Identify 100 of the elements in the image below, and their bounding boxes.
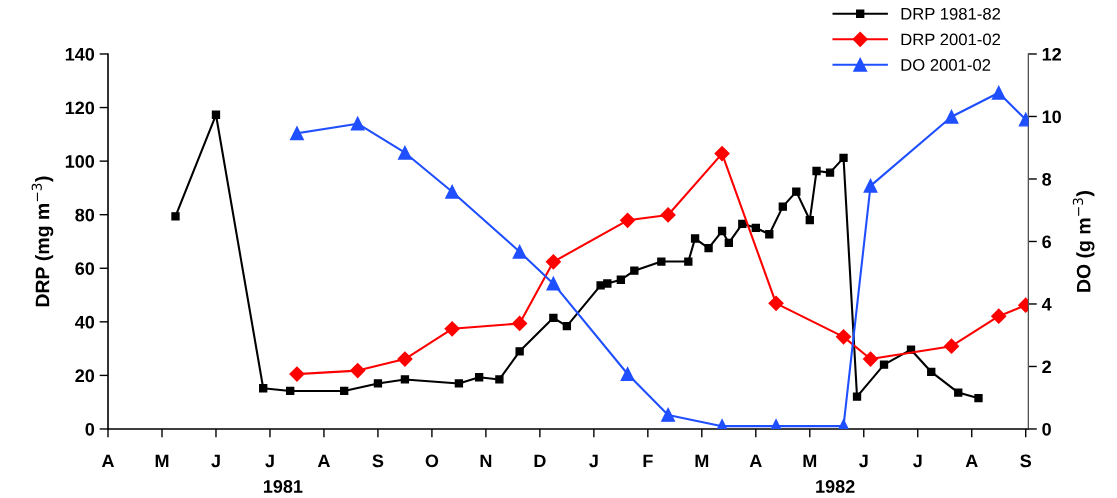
point [512, 244, 527, 259]
point [991, 308, 1007, 324]
point [340, 386, 349, 396]
point [603, 279, 612, 288]
point [954, 388, 963, 397]
point [444, 321, 460, 337]
point [350, 363, 366, 379]
point [660, 207, 676, 223]
point [171, 212, 180, 221]
x-tick-label: J [913, 454, 922, 468]
x-tick-label: D [534, 454, 546, 468]
point [445, 184, 460, 199]
point [724, 238, 733, 247]
point [474, 373, 484, 382]
point [943, 338, 960, 354]
legend-label: DRP 2001-02 [901, 33, 1001, 46]
point [927, 367, 936, 377]
y-tick-label: 140 [65, 47, 95, 61]
x-tick-label: J [859, 454, 868, 468]
y-tick-label: 120 [65, 101, 95, 115]
x-tick-label: O [425, 454, 439, 468]
point [630, 266, 639, 275]
point [350, 116, 365, 131]
point [373, 379, 383, 388]
point [684, 257, 693, 266]
x-tick-label: M [695, 454, 709, 468]
x-tick-label: F [643, 454, 653, 468]
point [835, 329, 852, 345]
x-tick-label: J [589, 454, 598, 468]
point [751, 223, 760, 232]
point [863, 178, 878, 193]
point [286, 386, 295, 396]
point [545, 254, 561, 270]
point [704, 244, 713, 253]
point [397, 145, 412, 160]
x-tick-label: M [803, 454, 817, 468]
y-tick-label: 80 [75, 208, 95, 222]
point [852, 392, 862, 401]
text: 1981 [263, 480, 303, 493]
y2-tick-label: 0 [1042, 422, 1051, 436]
y-tick-label: 0 [85, 422, 95, 436]
point [690, 234, 700, 243]
y-tick-label: 40 [75, 315, 95, 329]
point [596, 281, 605, 290]
point [454, 379, 464, 388]
point [879, 360, 889, 369]
point [620, 212, 636, 228]
point [620, 367, 635, 381]
point [400, 375, 410, 384]
y2-tick-label: 2 [1042, 360, 1051, 374]
y2-axis-title: DO (g m$^{−3}$) [1072, 191, 1095, 292]
point [812, 166, 821, 176]
legend-label: DRP 1981-82 [901, 7, 1001, 20]
y2-tick-label: 10 [1042, 110, 1061, 124]
point [862, 351, 879, 367]
point [778, 202, 787, 211]
point [289, 366, 305, 382]
point [944, 109, 959, 124]
y2-tick-label: 12 [1042, 47, 1061, 61]
point [211, 110, 221, 119]
point [717, 226, 727, 236]
point [546, 276, 561, 291]
y2-tick-label: 8 [1042, 172, 1052, 186]
point [495, 375, 504, 384]
point [616, 275, 626, 284]
x-tick-label: S [1020, 454, 1032, 468]
point [768, 295, 784, 311]
y2-tick-label: 4 [1041, 298, 1052, 311]
x-tick-label: S [372, 454, 384, 468]
x-tick-label: M [155, 454, 169, 468]
point [974, 394, 983, 403]
y-tick-label: 20 [75, 369, 95, 383]
y2-tick-label: 6 [1042, 235, 1052, 249]
point [805, 215, 814, 225]
legend-label: DO 2001-02 [901, 59, 991, 71]
x-tick-label: N [480, 454, 492, 468]
y-tick-label: 100 [65, 155, 95, 168]
point [397, 351, 413, 367]
point [661, 407, 676, 422]
x-tick-label: J [265, 454, 274, 468]
point [839, 153, 848, 163]
y-axis-title: DRP (mg m$^{−3}$) [31, 176, 54, 307]
point [549, 313, 558, 322]
point [991, 85, 1006, 100]
point [657, 257, 666, 266]
point [515, 347, 524, 356]
x-tick-label: A [965, 454, 978, 468]
point [765, 230, 774, 239]
x-tick-label: A [749, 454, 762, 468]
point [259, 384, 268, 393]
y-tick-label: 60 [75, 262, 95, 275]
point [512, 315, 528, 332]
point [792, 187, 801, 196]
text: 1982 [816, 480, 855, 493]
x-tick-label: A [317, 454, 330, 468]
point [825, 168, 835, 177]
x-tick-label: A [101, 454, 115, 468]
point [738, 219, 747, 228]
point [290, 126, 304, 141]
point [714, 146, 730, 162]
